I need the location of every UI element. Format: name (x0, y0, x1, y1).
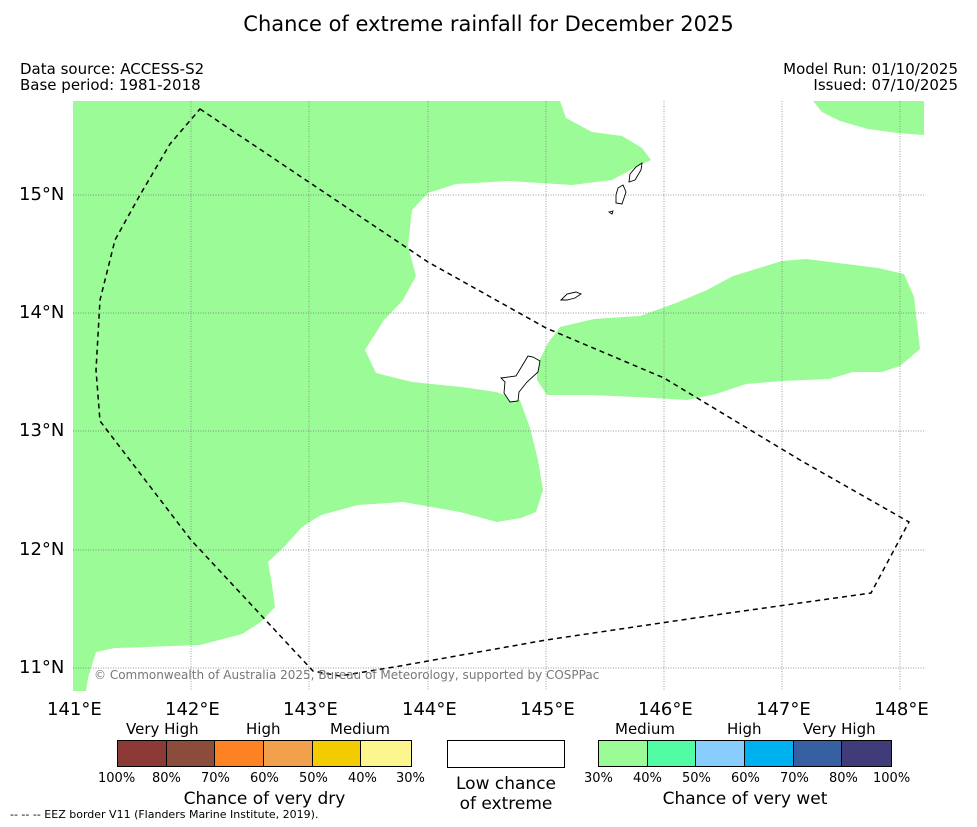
dry-swatch (312, 741, 362, 766)
wet-tick: 100% (873, 771, 911, 786)
y-tick-label: 15°N (19, 184, 65, 205)
wet-swatch (696, 741, 746, 766)
dry-swatch (166, 741, 216, 766)
x-tick-label: 143°E (283, 699, 338, 720)
x-tick-label: 148°E (874, 699, 929, 720)
wet-swatch (793, 741, 843, 766)
x-tick-label: 141°E (47, 699, 102, 720)
chart-title: Chance of extreme rainfall for December … (243, 12, 734, 36)
data-source: Data source: ACCESS-S2 (20, 60, 205, 78)
dry-legend-title: Chance of very dry (183, 789, 346, 809)
map-copyright: © Commonwealth of Australia 2025, Bureau… (94, 668, 599, 682)
dry-swatch (264, 741, 313, 766)
wet-tick: 40% (633, 771, 662, 786)
meta-right: Model Run: 01/10/2025 Issued: 07/10/2025 (783, 61, 958, 93)
wet-high-label: High (727, 720, 762, 738)
dry-tick: 30% (396, 771, 425, 786)
dry-swatch (215, 741, 265, 766)
y-tick-label: 13°N (19, 420, 65, 441)
meta-left: Data source: ACCESS-S2 Base period: 1981… (20, 61, 204, 93)
dry-tick: 50% (299, 771, 328, 786)
wet-legend-title: Chance of very wet (662, 789, 828, 809)
x-tick-label: 142°E (165, 699, 220, 720)
dry-tick: 40% (348, 771, 377, 786)
tinian-island (615, 184, 627, 205)
wet-medium-label: Medium (615, 720, 675, 738)
rota-island (559, 291, 582, 301)
wet-swatch (842, 741, 892, 766)
dry-very-high-label: Very High (126, 720, 199, 738)
wet-swatch (647, 741, 697, 766)
wet-tick: 50% (682, 771, 711, 786)
dry-tick: 100% (98, 771, 136, 786)
saipan-island (628, 162, 643, 183)
y-tick-label: 14°N (19, 302, 65, 323)
dry-medium-label: Medium (330, 720, 390, 738)
wet-tick: 30% (584, 771, 613, 786)
dry-swatch (361, 741, 412, 766)
island-outlines (500, 162, 643, 403)
dry-colorbar (117, 740, 412, 767)
dry-high-label: High (246, 720, 281, 738)
low-chance-swatch (447, 740, 565, 768)
dry-tick: 70% (201, 771, 230, 786)
wet-swatch (745, 741, 794, 766)
wet-tick: 70% (780, 771, 809, 786)
wet-swatch (599, 741, 648, 766)
low-chance-line1: Low chance (456, 774, 556, 794)
x-tick-label: 147°E (756, 699, 811, 720)
x-tick-label: 145°E (520, 699, 575, 720)
wet-colorbar (598, 740, 892, 767)
low-chance-line2: of extreme (459, 794, 553, 814)
issued-date: Issued: 07/10/2025 (813, 76, 958, 94)
dry-swatch (118, 741, 167, 766)
medium-wet-region (73, 101, 924, 691)
map-gridlines (73, 101, 924, 691)
guam-island (500, 355, 541, 403)
wet-tick: 80% (829, 771, 858, 786)
dry-tick: 80% (152, 771, 181, 786)
base-period: Base period: 1981-2018 (20, 76, 201, 94)
aguijan-island (607, 210, 614, 215)
eez-footnote: -- -- -- EEZ border V11 (Flanders Marine… (10, 808, 319, 821)
x-tick-label: 144°E (402, 699, 457, 720)
x-tick-label: 146°E (638, 699, 693, 720)
model-run: Model Run: 01/10/2025 (783, 60, 958, 78)
wet-tick: 60% (731, 771, 760, 786)
dry-tick: 60% (250, 771, 279, 786)
wet-very-high-label: Very High (803, 720, 876, 738)
y-tick-label: 11°N (19, 657, 65, 678)
y-tick-label: 12°N (19, 539, 65, 560)
